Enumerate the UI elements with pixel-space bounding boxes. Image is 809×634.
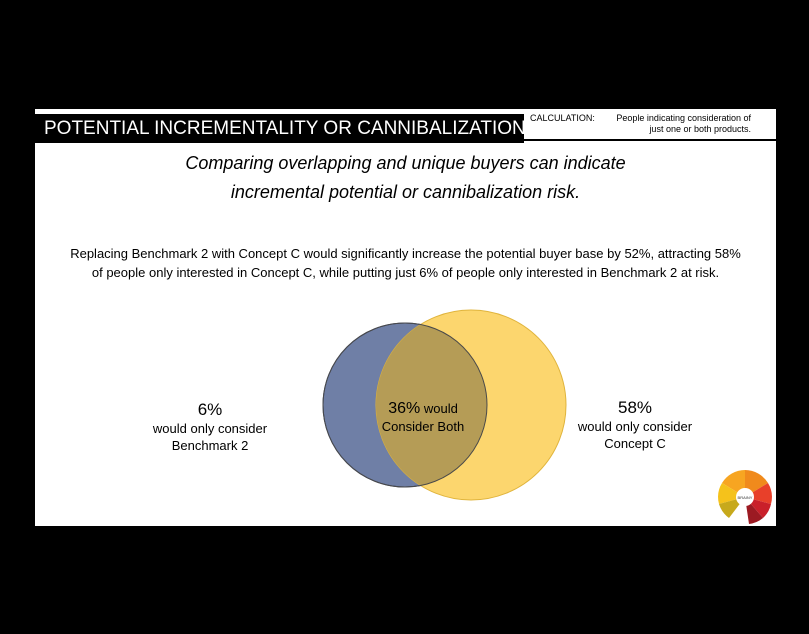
slide: POTENTIAL INCREMENTALITY OR CANNIBALIZAT… — [35, 109, 776, 526]
page-title: POTENTIAL INCREMENTALITY OR CANNIBALIZAT… — [35, 114, 526, 143]
logo-text: BRAINY — [738, 495, 753, 500]
subtitle-line2: incremental potential or cannibalization… — [230, 182, 581, 202]
summary-line1: Replacing Benchmark 2 with Concept C wou… — [70, 246, 741, 261]
both-label: 36% would Consider Both — [353, 400, 493, 436]
right-only-line2: Concept C — [604, 436, 666, 451]
subtitle-line1: Comparing overlapping and unique buyers … — [185, 153, 626, 173]
both-pct: 36% — [388, 400, 421, 417]
calculation-label: CALCULATION: — [530, 113, 595, 123]
overlap-region — [376, 323, 487, 487]
both-line2: Consider Both — [381, 419, 465, 434]
brand-logo: BRAINY — [718, 470, 772, 524]
calculation-text: People indicating consideration of just … — [616, 113, 751, 135]
calculation-text-line2: just one or both products. — [649, 124, 751, 134]
venn-diagram — [322, 309, 567, 501]
right-only-label: 58% would only consider Concept C — [545, 398, 725, 452]
left-only-line2: Benchmark 2 — [171, 438, 249, 453]
right-only-pct: 58% — [617, 398, 653, 417]
left-only-label: 6% would only consider Benchmark 2 — [120, 400, 300, 454]
calculation-text-line1: People indicating consideration of — [616, 113, 751, 123]
overlap-outline — [322, 322, 488, 488]
left-only-pct: 6% — [197, 400, 223, 419]
left-only-line1: would only consider — [152, 421, 268, 436]
right-only-line1: would only consider — [577, 419, 693, 434]
header-rule — [524, 139, 776, 141]
both-word: would — [423, 401, 458, 416]
summary-line2: of people only interested in Concept C, … — [91, 265, 720, 280]
